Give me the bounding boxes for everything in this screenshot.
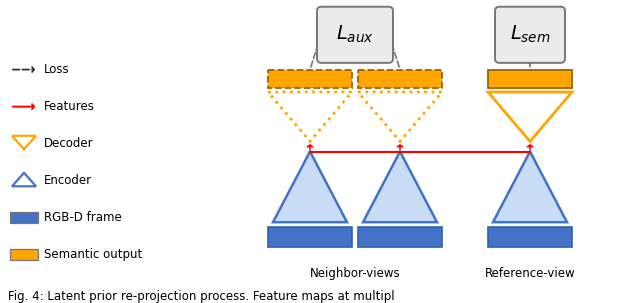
Bar — [488, 227, 572, 247]
Bar — [488, 70, 572, 88]
Bar — [268, 70, 352, 88]
Text: Loss: Loss — [44, 63, 70, 76]
Polygon shape — [363, 152, 437, 222]
Text: RGB-D frame: RGB-D frame — [44, 211, 122, 224]
Polygon shape — [273, 152, 347, 222]
Text: Encoder: Encoder — [44, 174, 92, 187]
Text: Neighbor-views: Neighbor-views — [310, 267, 400, 280]
Text: Features: Features — [44, 100, 95, 113]
FancyBboxPatch shape — [495, 7, 565, 63]
Bar — [358, 70, 442, 88]
Polygon shape — [493, 152, 567, 222]
Bar — [10, 249, 38, 260]
Text: Decoder: Decoder — [44, 137, 93, 150]
Text: $L_{sem}$: $L_{sem}$ — [509, 24, 550, 45]
Bar — [358, 227, 442, 247]
Bar — [10, 212, 38, 223]
Text: Reference-view: Reference-view — [484, 267, 575, 280]
FancyBboxPatch shape — [317, 7, 393, 63]
Text: $L_{aux}$: $L_{aux}$ — [336, 24, 374, 45]
Text: Fig. 4: Latent prior re-projection process. Feature maps at multipl: Fig. 4: Latent prior re-projection proce… — [8, 290, 395, 302]
Text: Semantic output: Semantic output — [44, 248, 142, 261]
Bar — [268, 227, 352, 247]
